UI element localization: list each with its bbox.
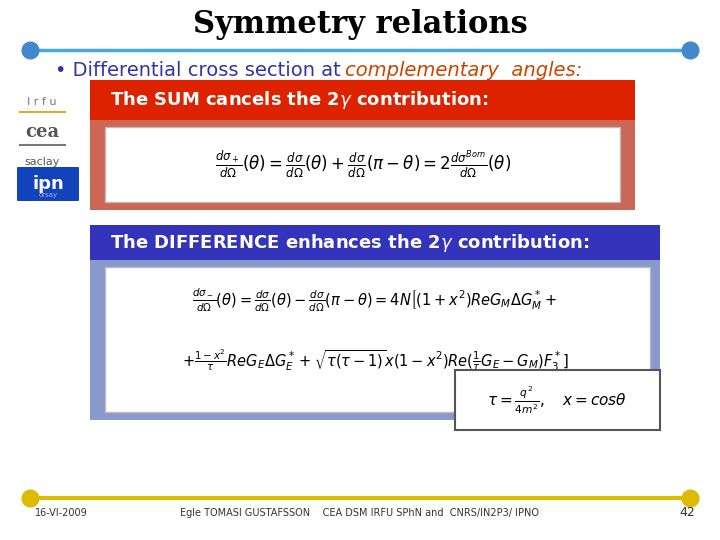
Bar: [90, 225, 660, 420]
Text: cea: cea: [25, 123, 59, 141]
Text: • Differential cross section at: • Differential cross section at: [55, 60, 347, 79]
Bar: [455, 370, 660, 430]
Text: complementary  angles:: complementary angles:: [345, 60, 582, 79]
Text: Egle TOMASI GUSTAFSSON    CEA DSM IRFU SPhN and  CNRS/IN2P3/ IPNO: Egle TOMASI GUSTAFSSON CEA DSM IRFU SPhN…: [181, 508, 539, 518]
Bar: [90, 225, 660, 260]
Text: $\tau = \frac{q^2}{4m^2}, \quad x = cos\theta$: $\tau = \frac{q^2}{4m^2}, \quad x = cos\…: [487, 384, 627, 416]
Text: orsay: orsay: [38, 192, 58, 198]
Text: Symmetry relations: Symmetry relations: [193, 10, 527, 40]
Text: The DIFFERENCE enhances the 2$\gamma$ contribution:: The DIFFERENCE enhances the 2$\gamma$ co…: [110, 232, 590, 254]
Text: $+\frac{1-x^2}{\tau}ReG_E\Delta G_E^* + \sqrt{\tau(\tau-1)}x(1-x^2)Re(\frac{1}{\: $+\frac{1-x^2}{\tau}ReG_E\Delta G_E^* + …: [181, 347, 569, 373]
Text: $\frac{d\sigma_-}{d\Omega}(\theta) = \frac{d\sigma}{d\Omega}(\theta) - \frac{d\s: $\frac{d\sigma_-}{d\Omega}(\theta) = \fr…: [192, 286, 558, 314]
Text: 42: 42: [679, 507, 695, 519]
Text: I r f u: I r f u: [27, 97, 57, 107]
Text: 16-VI-2009: 16-VI-2009: [35, 508, 88, 518]
Bar: [105, 127, 620, 202]
Text: $\frac{d\sigma_+}{d\Omega}(\theta) = \frac{d\sigma}{d\Omega}(\theta) + \frac{d\s: $\frac{d\sigma_+}{d\Omega}(\theta) = \fr…: [215, 148, 511, 180]
FancyBboxPatch shape: [17, 167, 79, 201]
Text: saclay: saclay: [24, 157, 60, 167]
Text: ipn: ipn: [32, 175, 64, 193]
Bar: [90, 80, 635, 120]
Bar: [90, 80, 635, 210]
Text: The SUM cancels the 2$\gamma$ contribution:: The SUM cancels the 2$\gamma$ contributi…: [110, 89, 489, 111]
Bar: [105, 267, 650, 412]
